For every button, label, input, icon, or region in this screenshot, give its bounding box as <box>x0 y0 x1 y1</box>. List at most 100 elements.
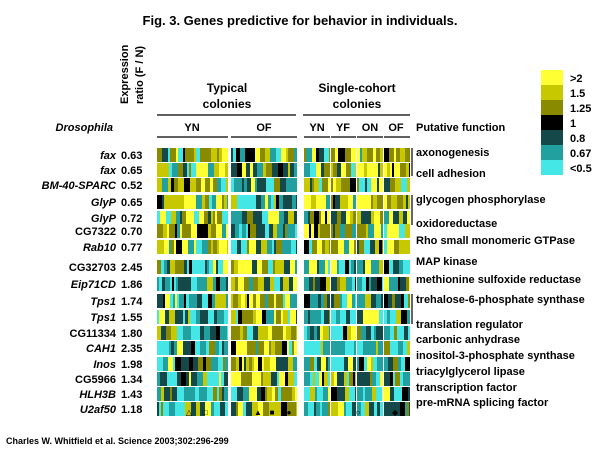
heatmap-cell <box>304 402 308 416</box>
heatmap-cell <box>192 260 195 274</box>
heatmap-cell <box>357 277 362 291</box>
gene-name: GlyP <box>91 213 117 225</box>
heatmap-cell <box>355 148 356 162</box>
heatmap-cell <box>322 195 326 209</box>
heatmap-cell <box>288 357 293 371</box>
heatmap-cell <box>244 372 246 386</box>
heatmap-cell <box>353 195 356 209</box>
heatmap-cell <box>384 211 389 225</box>
heatmap-cell <box>225 402 227 416</box>
heatmap-cell <box>279 372 283 386</box>
heatmap-cell <box>366 277 369 291</box>
heatmap-cell <box>331 326 337 340</box>
gene-name: CG11334 <box>70 328 117 340</box>
heatmap-cell <box>304 341 309 355</box>
column-marker: □ <box>203 408 208 417</box>
heatmap-cell <box>186 372 189 386</box>
heatmap-cell <box>163 224 165 238</box>
heatmap-cell <box>168 148 170 162</box>
heatmap-cell <box>361 372 364 386</box>
heatmap-cell <box>197 294 202 308</box>
heatmap-cell <box>214 163 219 177</box>
heatmap-cell <box>190 387 195 401</box>
heatmap-cell <box>196 310 200 324</box>
heatmap-cell <box>344 402 346 416</box>
heatmap-cell <box>340 310 342 324</box>
heatmap-cell <box>351 148 355 162</box>
heatmap-cell <box>374 224 377 238</box>
heatmap-cell <box>215 211 217 225</box>
heatmap-cell <box>217 240 219 254</box>
heatmap-cell <box>157 387 161 401</box>
heatmap-cell <box>253 294 256 308</box>
heatmap-cell <box>261 240 267 254</box>
heatmap-cell <box>165 294 170 308</box>
heatmap-cell <box>401 310 407 324</box>
heatmap-cell <box>289 224 295 238</box>
heatmap-cell <box>389 211 393 225</box>
heatmap-cell <box>178 163 183 177</box>
heatmap-cell <box>338 402 344 416</box>
heatmap-cell <box>384 294 388 308</box>
heatmap-cell <box>365 402 369 416</box>
heatmap-cell <box>331 387 337 401</box>
heatmap-cell <box>171 372 177 386</box>
heatmap-cell <box>373 357 377 371</box>
heatmap-cell <box>167 224 169 238</box>
heatmap-cell <box>252 357 254 371</box>
heatmap-cell <box>312 148 316 162</box>
heatmap-cell <box>219 240 223 254</box>
heatmap-cell <box>281 387 286 401</box>
heatmap-cell <box>191 341 195 355</box>
heatmap-cell <box>169 240 171 254</box>
heatmap-cell <box>324 372 328 386</box>
heatmap-cell <box>286 326 291 340</box>
gene-name: Tps1 <box>90 296 116 308</box>
heatmap-cell <box>324 148 329 162</box>
heatmap-cell <box>163 402 167 416</box>
heatmap-cell <box>184 178 190 192</box>
heatmap-cell <box>369 277 371 291</box>
heatmap-cell <box>382 240 383 254</box>
heatmap-cell <box>331 148 335 162</box>
heatmap-cell <box>345 224 347 238</box>
heatmap-cell <box>213 357 218 371</box>
heatmap-cell <box>350 178 356 192</box>
heatmap-cell <box>314 178 319 192</box>
heatmap-cell <box>270 277 274 291</box>
heatmap-cell <box>331 294 334 308</box>
heatmap-cell <box>362 148 367 162</box>
heatmap-cell <box>310 326 314 340</box>
heatmap-cell <box>390 387 394 401</box>
heatmap-cell <box>169 310 175 324</box>
heatmap-cell <box>292 341 294 355</box>
heatmap-cell <box>367 357 371 371</box>
heatmap-cell <box>394 326 397 340</box>
heatmap-cell <box>159 310 165 324</box>
heatmap-cell <box>169 163 172 177</box>
expression-ratio: 1.86 <box>121 279 142 291</box>
heatmap-cell <box>185 402 191 416</box>
heatmap-cell <box>261 387 265 401</box>
heatmap-cell <box>184 357 189 371</box>
heatmap-cell <box>246 372 252 386</box>
heatmap-cell <box>273 224 277 238</box>
heatmap-cell <box>214 402 220 416</box>
heatmap-cell <box>205 260 207 274</box>
heatmap-cell <box>384 310 387 324</box>
gene-name: fax <box>100 150 117 162</box>
heatmap-cell <box>218 357 223 371</box>
heatmap-cell <box>166 326 171 340</box>
heatmap-cell <box>347 294 352 308</box>
heatmap-cell <box>279 195 283 209</box>
heatmap-cell <box>409 277 410 291</box>
heatmap-cell <box>196 402 200 416</box>
heatmap-cell <box>253 310 256 324</box>
heatmap-cell <box>343 326 347 340</box>
heatmap-cell <box>333 224 335 238</box>
heatmap-cell <box>246 260 252 274</box>
heatmap-cell <box>384 372 390 386</box>
heatmap-cell <box>167 402 169 416</box>
heatmap-cell <box>236 148 240 162</box>
heatmap-cell <box>282 240 286 254</box>
